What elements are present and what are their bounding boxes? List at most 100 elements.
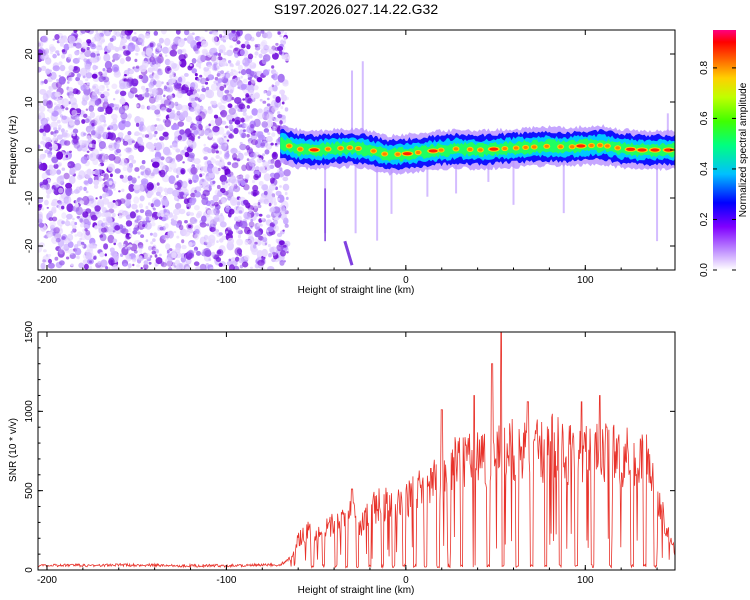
noise-speck — [110, 260, 114, 263]
noise-speck — [142, 218, 146, 222]
noise-speck — [275, 238, 280, 243]
noise-speck — [240, 83, 247, 90]
noise-speck — [45, 188, 52, 195]
noise-speck — [64, 70, 72, 77]
noise-speck — [150, 105, 157, 111]
noise-speck — [277, 73, 285, 83]
signal-hotspot — [467, 147, 473, 152]
noise-speck — [152, 207, 156, 211]
noise-speck — [85, 108, 89, 111]
noise-speck — [89, 111, 96, 119]
noise-speck — [104, 253, 108, 257]
noise-speck — [194, 228, 200, 235]
noise-speck — [207, 107, 213, 115]
noise-speck — [38, 213, 43, 221]
noise-speck — [63, 195, 72, 205]
noise-speck — [49, 46, 56, 52]
noise-speck — [199, 173, 203, 178]
noise-speck — [217, 137, 223, 144]
signal-hotspot — [347, 146, 353, 150]
noise-speck — [241, 43, 246, 49]
noise-speck — [107, 131, 112, 136]
noise-speck — [275, 96, 281, 103]
noise-speck — [212, 125, 220, 133]
noise-speck — [217, 214, 225, 223]
noise-speck — [168, 104, 172, 109]
noise-speck — [237, 152, 244, 161]
noise-speck — [237, 230, 242, 234]
noise-speck — [283, 36, 287, 41]
noise-speck — [132, 230, 138, 235]
noise-speck — [251, 179, 256, 184]
noise-speck — [61, 49, 66, 53]
noise-speck — [253, 85, 259, 91]
noise-speck — [38, 222, 45, 228]
noise-speck — [52, 38, 56, 41]
noise-speck — [128, 181, 132, 185]
noise-speck — [233, 185, 241, 193]
noise-speck — [81, 99, 88, 106]
noise-speck — [274, 46, 280, 52]
noise-speck — [221, 159, 225, 162]
noise-speck — [143, 260, 149, 265]
noise-speck — [226, 70, 230, 73]
noise-speck — [153, 73, 159, 79]
noise-speck — [250, 95, 255, 100]
noise-speck — [275, 186, 278, 191]
noise-speck — [147, 132, 154, 140]
noise-speck — [120, 253, 124, 257]
noise-speck — [194, 108, 200, 116]
noise-speck — [119, 97, 126, 105]
noise-speck — [270, 160, 275, 165]
noise-speck — [224, 125, 229, 129]
noise-speck — [254, 230, 262, 238]
noise-speck — [89, 41, 95, 48]
noise-speck — [100, 212, 106, 217]
noise-speck — [131, 177, 137, 184]
snr-ylabel: SNR (10 * v/v) — [8, 418, 19, 482]
signal-hotspot — [287, 144, 292, 148]
noise-speck — [152, 157, 157, 162]
noise-speck — [232, 118, 235, 122]
noise-speck — [142, 224, 146, 228]
signal-hotspot — [478, 148, 483, 152]
noise-speck — [164, 54, 168, 57]
noise-speck — [65, 182, 73, 189]
noise-speck — [80, 67, 88, 77]
noise-speck — [234, 247, 243, 256]
noise-speck — [134, 133, 137, 136]
snr-xlabel: Height of straight line (km) — [298, 585, 415, 596]
noise-speck — [258, 166, 266, 173]
x-tick-label: 0 — [403, 575, 409, 586]
noise-speck — [98, 75, 105, 83]
noise-speck — [51, 188, 55, 193]
noise-speck — [128, 244, 133, 248]
noise-speck — [229, 62, 234, 68]
noise-speck — [59, 114, 64, 118]
noise-speck — [71, 109, 78, 116]
noise-speck — [279, 185, 282, 188]
noise-speck — [259, 41, 267, 50]
noise-speck — [120, 112, 128, 120]
noise-speck — [203, 143, 206, 147]
noise-speck — [263, 191, 268, 196]
noise-speck — [118, 153, 122, 157]
x-tick-label: -100 — [216, 275, 236, 286]
noise-speck — [194, 191, 201, 198]
noise-speck — [202, 181, 210, 189]
noise-speck — [140, 141, 145, 146]
noise-speck — [219, 174, 227, 183]
noise-speck — [235, 43, 238, 46]
noise-speck — [231, 96, 235, 101]
noise-speck — [218, 160, 226, 168]
noise-speck — [210, 145, 214, 149]
noise-speck — [154, 109, 161, 115]
noise-speck — [231, 162, 239, 169]
noise-speck — [65, 256, 70, 260]
noise-speck — [153, 199, 161, 208]
noise-speck — [139, 42, 143, 45]
noise-speck — [178, 224, 184, 231]
noise-speck — [244, 226, 251, 235]
noise-speck — [171, 44, 178, 51]
noise-speck — [82, 259, 89, 265]
